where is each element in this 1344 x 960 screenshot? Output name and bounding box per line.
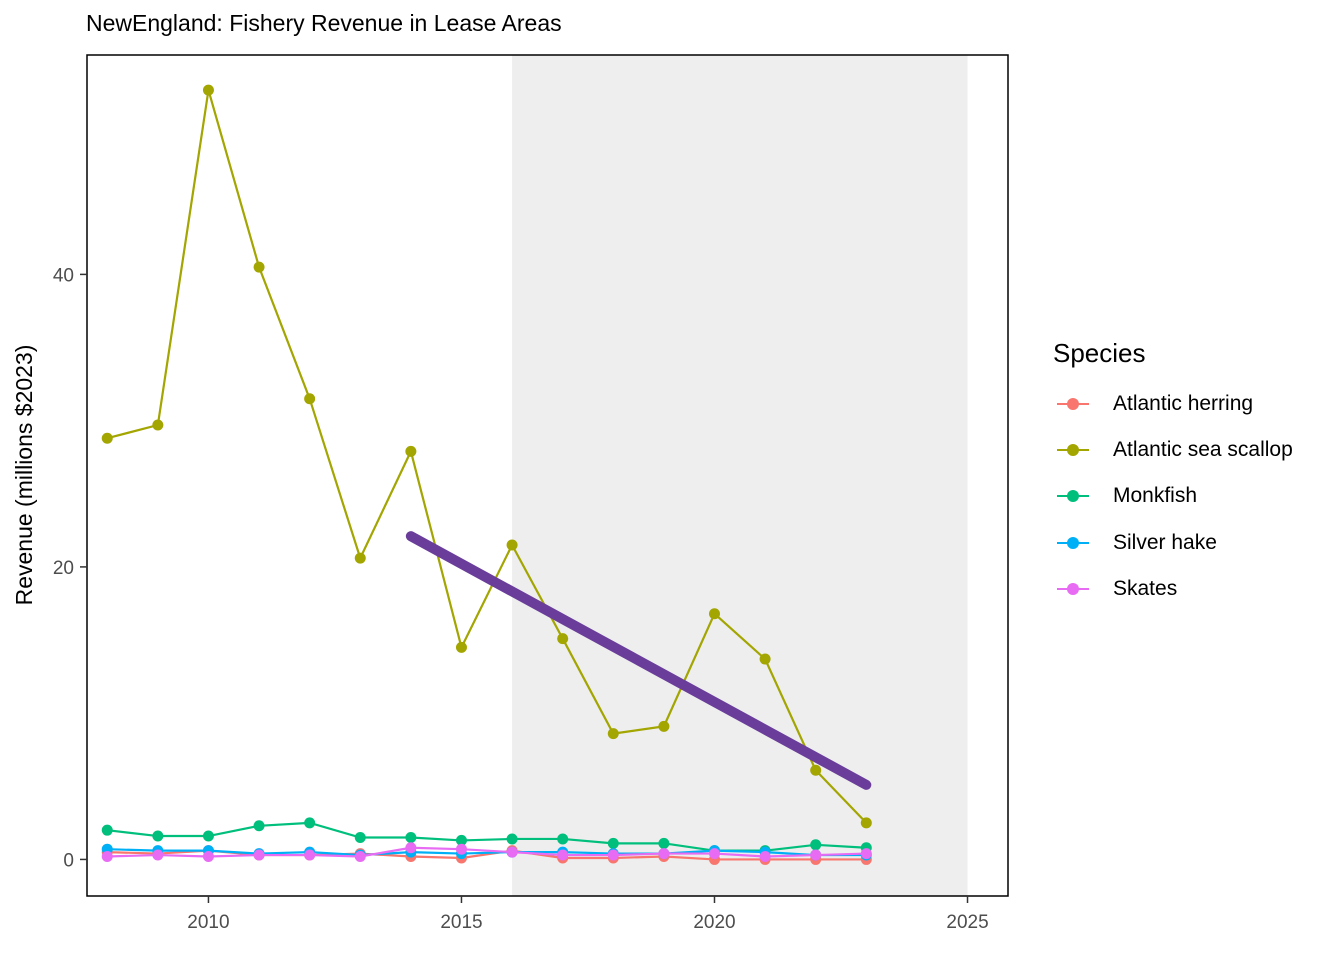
legend-key (1053, 394, 1093, 414)
legend-label: Skates (1113, 576, 1178, 600)
data-point-atlantic-sea-scallop (658, 720, 670, 732)
data-point-atlantic-sea-scallop (101, 432, 113, 444)
data-point-skates (304, 849, 316, 861)
data-point-skates (101, 851, 113, 863)
legend-item: Monkfish (1053, 473, 1293, 519)
data-point-monkfish (455, 834, 467, 846)
legend-key (1053, 440, 1093, 460)
data-point-monkfish (658, 837, 670, 849)
data-point-atlantic-sea-scallop (759, 653, 771, 665)
data-point-atlantic-sea-scallop (202, 84, 214, 96)
series-line-silver-hake (107, 848, 867, 857)
data-point-atlantic-sea-scallop (860, 817, 872, 829)
data-point-atlantic-sea-scallop (810, 764, 822, 776)
data-point-skates (202, 851, 214, 863)
shaded-region (512, 55, 968, 896)
data-point-monkfish (557, 833, 569, 845)
data-point-atlantic-sea-scallop (354, 552, 366, 564)
series-skates (101, 842, 872, 863)
x-tick-label: 2015 (440, 912, 482, 933)
data-point-atlantic-sea-scallop (607, 728, 619, 740)
data-point-skates (152, 849, 164, 861)
data-point-atlantic-sea-scallop (253, 261, 265, 273)
y-tick-label: 0 (63, 850, 74, 871)
legend-key (1053, 579, 1093, 599)
data-point-skates (253, 849, 265, 861)
legend-label: Silver hake (1113, 530, 1217, 554)
data-point-monkfish (253, 820, 265, 832)
data-point-monkfish (152, 830, 164, 842)
trend-line (405, 531, 872, 790)
data-point-atlantic-sea-scallop (152, 419, 164, 431)
data-point-monkfish (607, 837, 619, 849)
data-point-monkfish (506, 833, 518, 845)
legend-key (1053, 486, 1093, 506)
x-tick-label: 2020 (693, 912, 735, 933)
legend-title: Species (1053, 338, 1146, 368)
data-point-skates (405, 842, 417, 854)
legend-item: Silver hake (1053, 520, 1293, 566)
data-point-skates (506, 846, 518, 858)
data-point-skates (557, 849, 569, 861)
data-point-skates (658, 848, 670, 860)
data-point-skates (455, 843, 467, 855)
data-point-monkfish (202, 830, 214, 842)
x-axis: 2010 2015 2020 2025 (187, 896, 989, 933)
data-point-skates (354, 851, 366, 863)
data-point-skates (759, 851, 771, 863)
legend-item: Skates (1053, 566, 1293, 612)
y-axis-label: Revenue (millions $2023) (11, 345, 37, 606)
x-tick-label: 2025 (946, 912, 988, 933)
data-point-atlantic-sea-scallop (304, 393, 316, 405)
legend-label: Atlantic sea scallop (1113, 438, 1293, 462)
data-point-atlantic-sea-scallop (557, 633, 569, 645)
data-point-skates (607, 849, 619, 861)
chart-title: NewEngland: Fishery Revenue in Lease Are… (86, 10, 562, 36)
data-point-skates (708, 848, 720, 860)
y-tick-label: 40 (53, 265, 74, 286)
legend-key (1053, 533, 1093, 553)
data-point-atlantic-sea-scallop (708, 608, 720, 620)
legend-item: Atlantic sea scallop (1053, 427, 1293, 473)
data-point-skates (860, 848, 872, 860)
data-point-monkfish (354, 831, 366, 843)
data-point-monkfish (304, 817, 316, 829)
legend: Species Atlantic herring Atlantic sea sca… (1053, 338, 1293, 612)
y-axis: 0 20 40 (53, 265, 87, 871)
series-line-atlantic-sea-scallop (106, 89, 868, 824)
legend-label: Monkfish (1113, 484, 1198, 508)
data-point-atlantic-sea-scallop (455, 641, 467, 653)
data-point-skates (810, 849, 822, 861)
x-tick-label: 2010 (187, 912, 229, 933)
legend-item: Atlantic herring (1053, 381, 1293, 427)
series-line-skates (107, 846, 867, 858)
data-point-atlantic-sea-scallop (405, 445, 417, 457)
data-point-monkfish (810, 839, 822, 851)
data-point-monkfish (101, 824, 113, 836)
series-atlantic-sea-scallop (101, 84, 872, 829)
plot-panel-border (86, 54, 1009, 897)
data-point-monkfish (405, 831, 417, 843)
y-tick-label: 20 (53, 558, 74, 579)
data-point-atlantic-sea-scallop (506, 539, 518, 551)
legend-label: Atlantic herring (1113, 392, 1254, 416)
